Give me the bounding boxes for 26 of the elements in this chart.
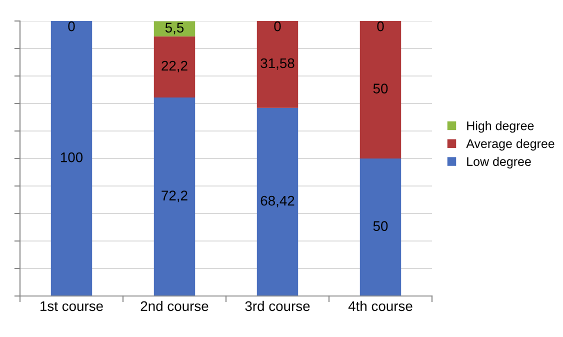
bar: [50, 21, 92, 296]
bar: [154, 97, 196, 296]
data-label: 31,58: [260, 58, 294, 70]
data-label: 5,5: [165, 22, 184, 34]
legend-label: Average degree: [466, 138, 554, 151]
legend-label: Low degree: [467, 156, 531, 168]
bar: [154, 36, 196, 98]
legend-label: High degree: [467, 121, 534, 133]
bar: [360, 158, 402, 296]
x-tick-label: 3rd course: [245, 300, 310, 312]
bar: [360, 21, 402, 158]
bar: [154, 21, 196, 36]
bar: [256, 108, 298, 296]
x-tick-label: 1st course: [40, 301, 103, 312]
data-label: 72,2: [162, 190, 188, 202]
data-label: 50: [373, 84, 388, 94]
data-label: 100: [60, 152, 83, 162]
data-label: 0: [68, 21, 75, 32]
data-label: 22,2: [162, 60, 188, 72]
bar: [256, 21, 298, 108]
data-label: 50: [373, 221, 388, 231]
data-label: 0: [377, 21, 384, 32]
data-label: 0: [274, 21, 281, 32]
x-tick-label: 4th course: [348, 300, 412, 312]
data-label: 68,42: [260, 196, 294, 208]
x-tick-label: 2nd course: [140, 300, 208, 312]
